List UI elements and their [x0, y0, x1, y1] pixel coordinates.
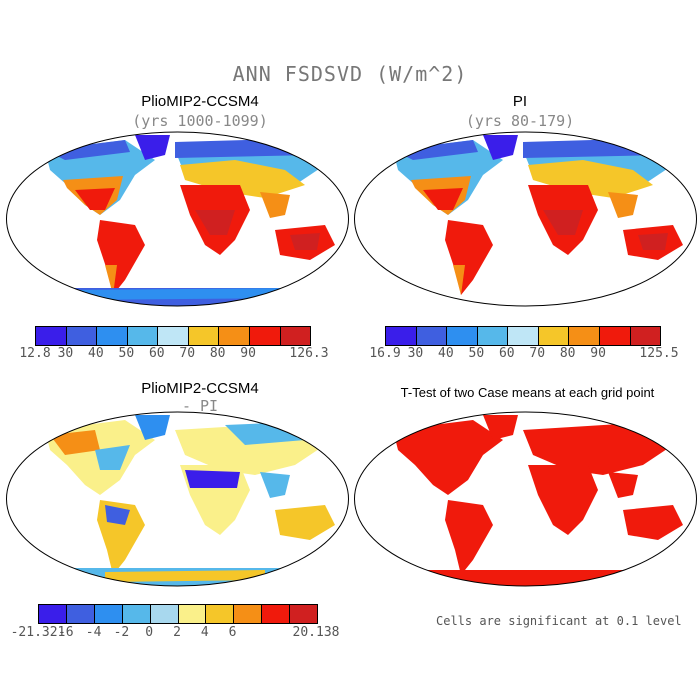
colorbar-tick-label: 40	[438, 346, 454, 361]
colorbar-segment	[508, 327, 539, 345]
colorbar-tick-label: 70	[529, 346, 546, 361]
colorbar-tick-label: 30	[57, 346, 74, 361]
colorbar-tick-label: 125.5	[639, 346, 679, 361]
colorbar-segment	[569, 327, 600, 345]
colorbar-tick-label: 126.3	[289, 346, 329, 361]
panel1-title: PlioMIP2-CCSM4	[141, 93, 259, 110]
colorbar-tick-label: 6	[228, 625, 237, 640]
colorbar-segment	[249, 327, 281, 345]
panel3-title: PlioMIP2-CCSM4	[141, 380, 259, 397]
colorbar-tick-label: 90	[590, 346, 606, 361]
figure-title: ANN FSDSVD (W/m^2)	[232, 62, 468, 86]
colorbar-segment	[234, 605, 263, 623]
colorbar-tick-label: 12.8	[19, 346, 51, 361]
colorbar-segment	[188, 327, 220, 345]
colorbar-tick-label: 16.9	[369, 346, 401, 361]
colorbar-segment	[122, 605, 151, 623]
map-pliomip2-ccsm4	[6, 131, 349, 307]
colorbar-segment	[477, 327, 509, 345]
colorbar-segment	[630, 327, 661, 345]
colorbar-tick-label: 30	[407, 346, 424, 361]
colorbar-tick-label: 60	[498, 346, 515, 361]
colorbar-segment	[262, 605, 291, 623]
colorbar-segment	[206, 605, 235, 623]
map-difference	[6, 411, 349, 587]
panel2-subtitle: (yrs 80-179)	[465, 112, 575, 130]
colorbar-segment	[127, 327, 159, 345]
colorbar-tick-label: 80	[209, 346, 226, 361]
colorbar-segment	[290, 605, 318, 623]
colorbar-segment	[416, 327, 448, 345]
colorbar-tick-label: -6	[57, 625, 74, 640]
colorbar-segment	[66, 327, 98, 345]
map-ttest	[354, 411, 697, 587]
colorbar-segment	[219, 327, 250, 345]
significance-note: Cells are significant at 0.1 level	[436, 614, 682, 628]
colorbar-segment	[150, 605, 179, 623]
colorbar-tick-label: 4	[200, 625, 209, 640]
colorbar-tick-label: 20.138	[292, 625, 340, 640]
panel4-title: T-Test of two Case means at each grid po…	[400, 385, 655, 400]
colorbar-tick-label: 80	[559, 346, 576, 361]
colorbar-tick-label: 50	[468, 346, 485, 361]
colorbar-tick-label: 2	[173, 625, 181, 640]
colorbar-pliomip2	[35, 326, 311, 346]
colorbar-tick-label: 90	[240, 346, 256, 361]
colorbar-segment	[66, 605, 95, 623]
colorbar-segment	[94, 605, 123, 623]
colorbar-tick-label: -21.321	[10, 625, 66, 640]
panel3-subtitle: - PI	[181, 397, 219, 415]
colorbar-tick-label: -4	[85, 625, 102, 640]
colorbar-segment	[36, 327, 67, 345]
colorbar-tick-label: 0	[145, 625, 154, 640]
colorbar-tick-label: -2	[113, 625, 130, 640]
colorbar-segment	[599, 327, 631, 345]
colorbar-segment	[39, 605, 67, 623]
colorbar-tick-label: 40	[88, 346, 104, 361]
colorbar-tick-label: 60	[148, 346, 165, 361]
colorbar-tick-label: 50	[118, 346, 135, 361]
colorbar-tick-label: 70	[179, 346, 196, 361]
panel2-title: PI	[512, 93, 528, 110]
colorbar-segment	[386, 327, 417, 345]
colorbar-difference	[38, 604, 318, 624]
colorbar-segment	[97, 327, 128, 345]
colorbar-segment	[158, 327, 189, 345]
colorbar-segment	[280, 327, 311, 345]
map-pi	[354, 131, 697, 307]
colorbar-segment	[447, 327, 478, 345]
colorbar-pi	[385, 326, 661, 346]
colorbar-segment	[538, 327, 570, 345]
colorbar-segment	[178, 605, 207, 623]
panel1-subtitle: (yrs 1000-1099)	[132, 112, 268, 130]
